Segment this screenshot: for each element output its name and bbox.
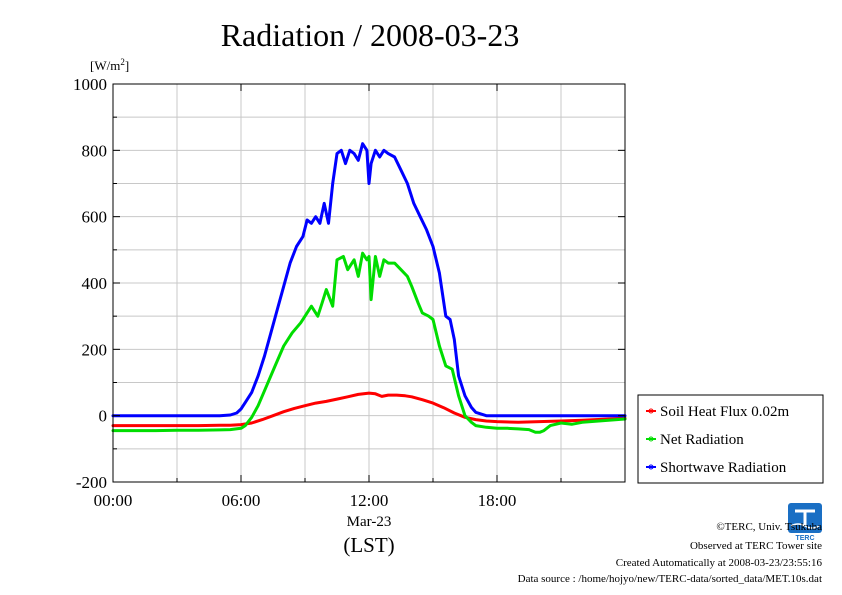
legend-marker-2: [648, 464, 654, 470]
y-tick-label: -200: [76, 473, 107, 492]
y-tick-label: 0: [99, 407, 108, 426]
legend-marker-1: [648, 436, 654, 442]
y-tick-label: 200: [82, 340, 108, 359]
x-axis-label: (LST): [343, 533, 394, 557]
series-line-0: [111, 391, 627, 428]
y-tick-label: 800: [82, 141, 108, 160]
series-line-2: [111, 142, 627, 418]
legend: Soil Heat Flux 0.02m Net Radiation Shortwa…: [637, 394, 824, 484]
y-tick-label: 400: [82, 274, 108, 293]
series-line-1: [111, 251, 627, 434]
x-tick-label: 00:00: [94, 491, 133, 510]
legend-box: [637, 394, 824, 484]
x-axis-date: Mar-23: [347, 514, 392, 530]
footer-observed: Observed at TERC Tower site: [690, 540, 822, 552]
svg-text:TERC: TERC: [795, 535, 814, 542]
chart-title: Radiation / 2008-03-23: [221, 17, 520, 53]
x-tick-label: 12:00: [350, 491, 389, 510]
y-tick-label: 600: [82, 208, 108, 227]
x-tick-label: 06:00: [222, 491, 261, 510]
y-tick-label: 1000: [73, 75, 107, 94]
footer-created: Created Automatically at 2008-03-23/23:5…: [616, 557, 823, 569]
footer-copyright: ©TERC, Univ. Tsukuba: [716, 521, 822, 533]
legend-label-0: Soil Heat Flux 0.02m: [660, 404, 790, 420]
terc-logo: TERC: [788, 503, 822, 542]
y-axis-unit: [W/m2]: [90, 57, 129, 73]
x-tick-label: 18:00: [478, 491, 517, 510]
legend-marker-0: [648, 408, 654, 414]
legend-label-2: Shortwave Radiation: [660, 460, 787, 476]
legend-label-1: Net Radiation: [660, 432, 744, 448]
series-layer: [111, 142, 627, 434]
footer-source: Data source : /home/hojyo/new/TERC-data/…: [518, 573, 822, 585]
